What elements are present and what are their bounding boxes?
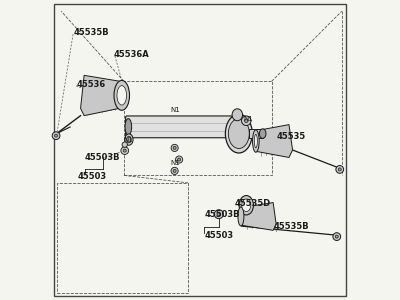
Circle shape [171,167,178,175]
Circle shape [217,212,221,216]
Circle shape [176,156,183,163]
Circle shape [214,210,223,219]
Circle shape [122,142,128,147]
Ellipse shape [260,129,266,138]
Ellipse shape [254,134,257,148]
Text: 45535: 45535 [276,132,305,141]
Circle shape [173,169,176,172]
Ellipse shape [125,118,132,135]
Circle shape [338,168,341,171]
Text: 45536A: 45536A [114,50,149,59]
Circle shape [335,235,338,238]
Text: N1: N1 [124,136,134,142]
Ellipse shape [225,114,252,153]
Text: 45503B: 45503B [85,153,120,162]
Ellipse shape [126,136,131,143]
Text: 45535B: 45535B [73,28,109,37]
Circle shape [123,149,126,152]
Text: 45503: 45503 [78,172,107,182]
Ellipse shape [117,85,126,105]
Ellipse shape [228,118,249,148]
Ellipse shape [239,196,254,215]
Ellipse shape [238,207,244,226]
Circle shape [173,146,176,149]
Text: 45503: 45503 [204,231,234,240]
Text: 45503B: 45503B [204,210,240,219]
Polygon shape [257,124,292,158]
Text: N1: N1 [170,107,180,113]
Circle shape [333,233,341,241]
Ellipse shape [232,109,242,121]
Circle shape [336,166,344,173]
Bar [57,183,188,293]
Circle shape [121,147,129,154]
Polygon shape [242,202,276,230]
Ellipse shape [252,130,259,152]
Ellipse shape [242,199,251,211]
Text: 45536: 45536 [76,80,105,89]
Circle shape [244,119,248,122]
FancyBboxPatch shape [126,116,242,138]
Circle shape [52,132,60,140]
Bar [124,81,272,176]
Circle shape [242,116,251,125]
Text: N1: N1 [243,116,253,122]
Text: 45535D: 45535D [234,199,270,208]
Text: 45535B: 45535B [273,222,309,231]
Circle shape [171,144,178,152]
Bar [249,129,263,138]
Text: N1: N1 [170,160,180,166]
Ellipse shape [125,134,133,145]
Ellipse shape [114,80,130,110]
Circle shape [178,158,180,161]
Polygon shape [80,75,119,116]
Circle shape [54,134,58,137]
